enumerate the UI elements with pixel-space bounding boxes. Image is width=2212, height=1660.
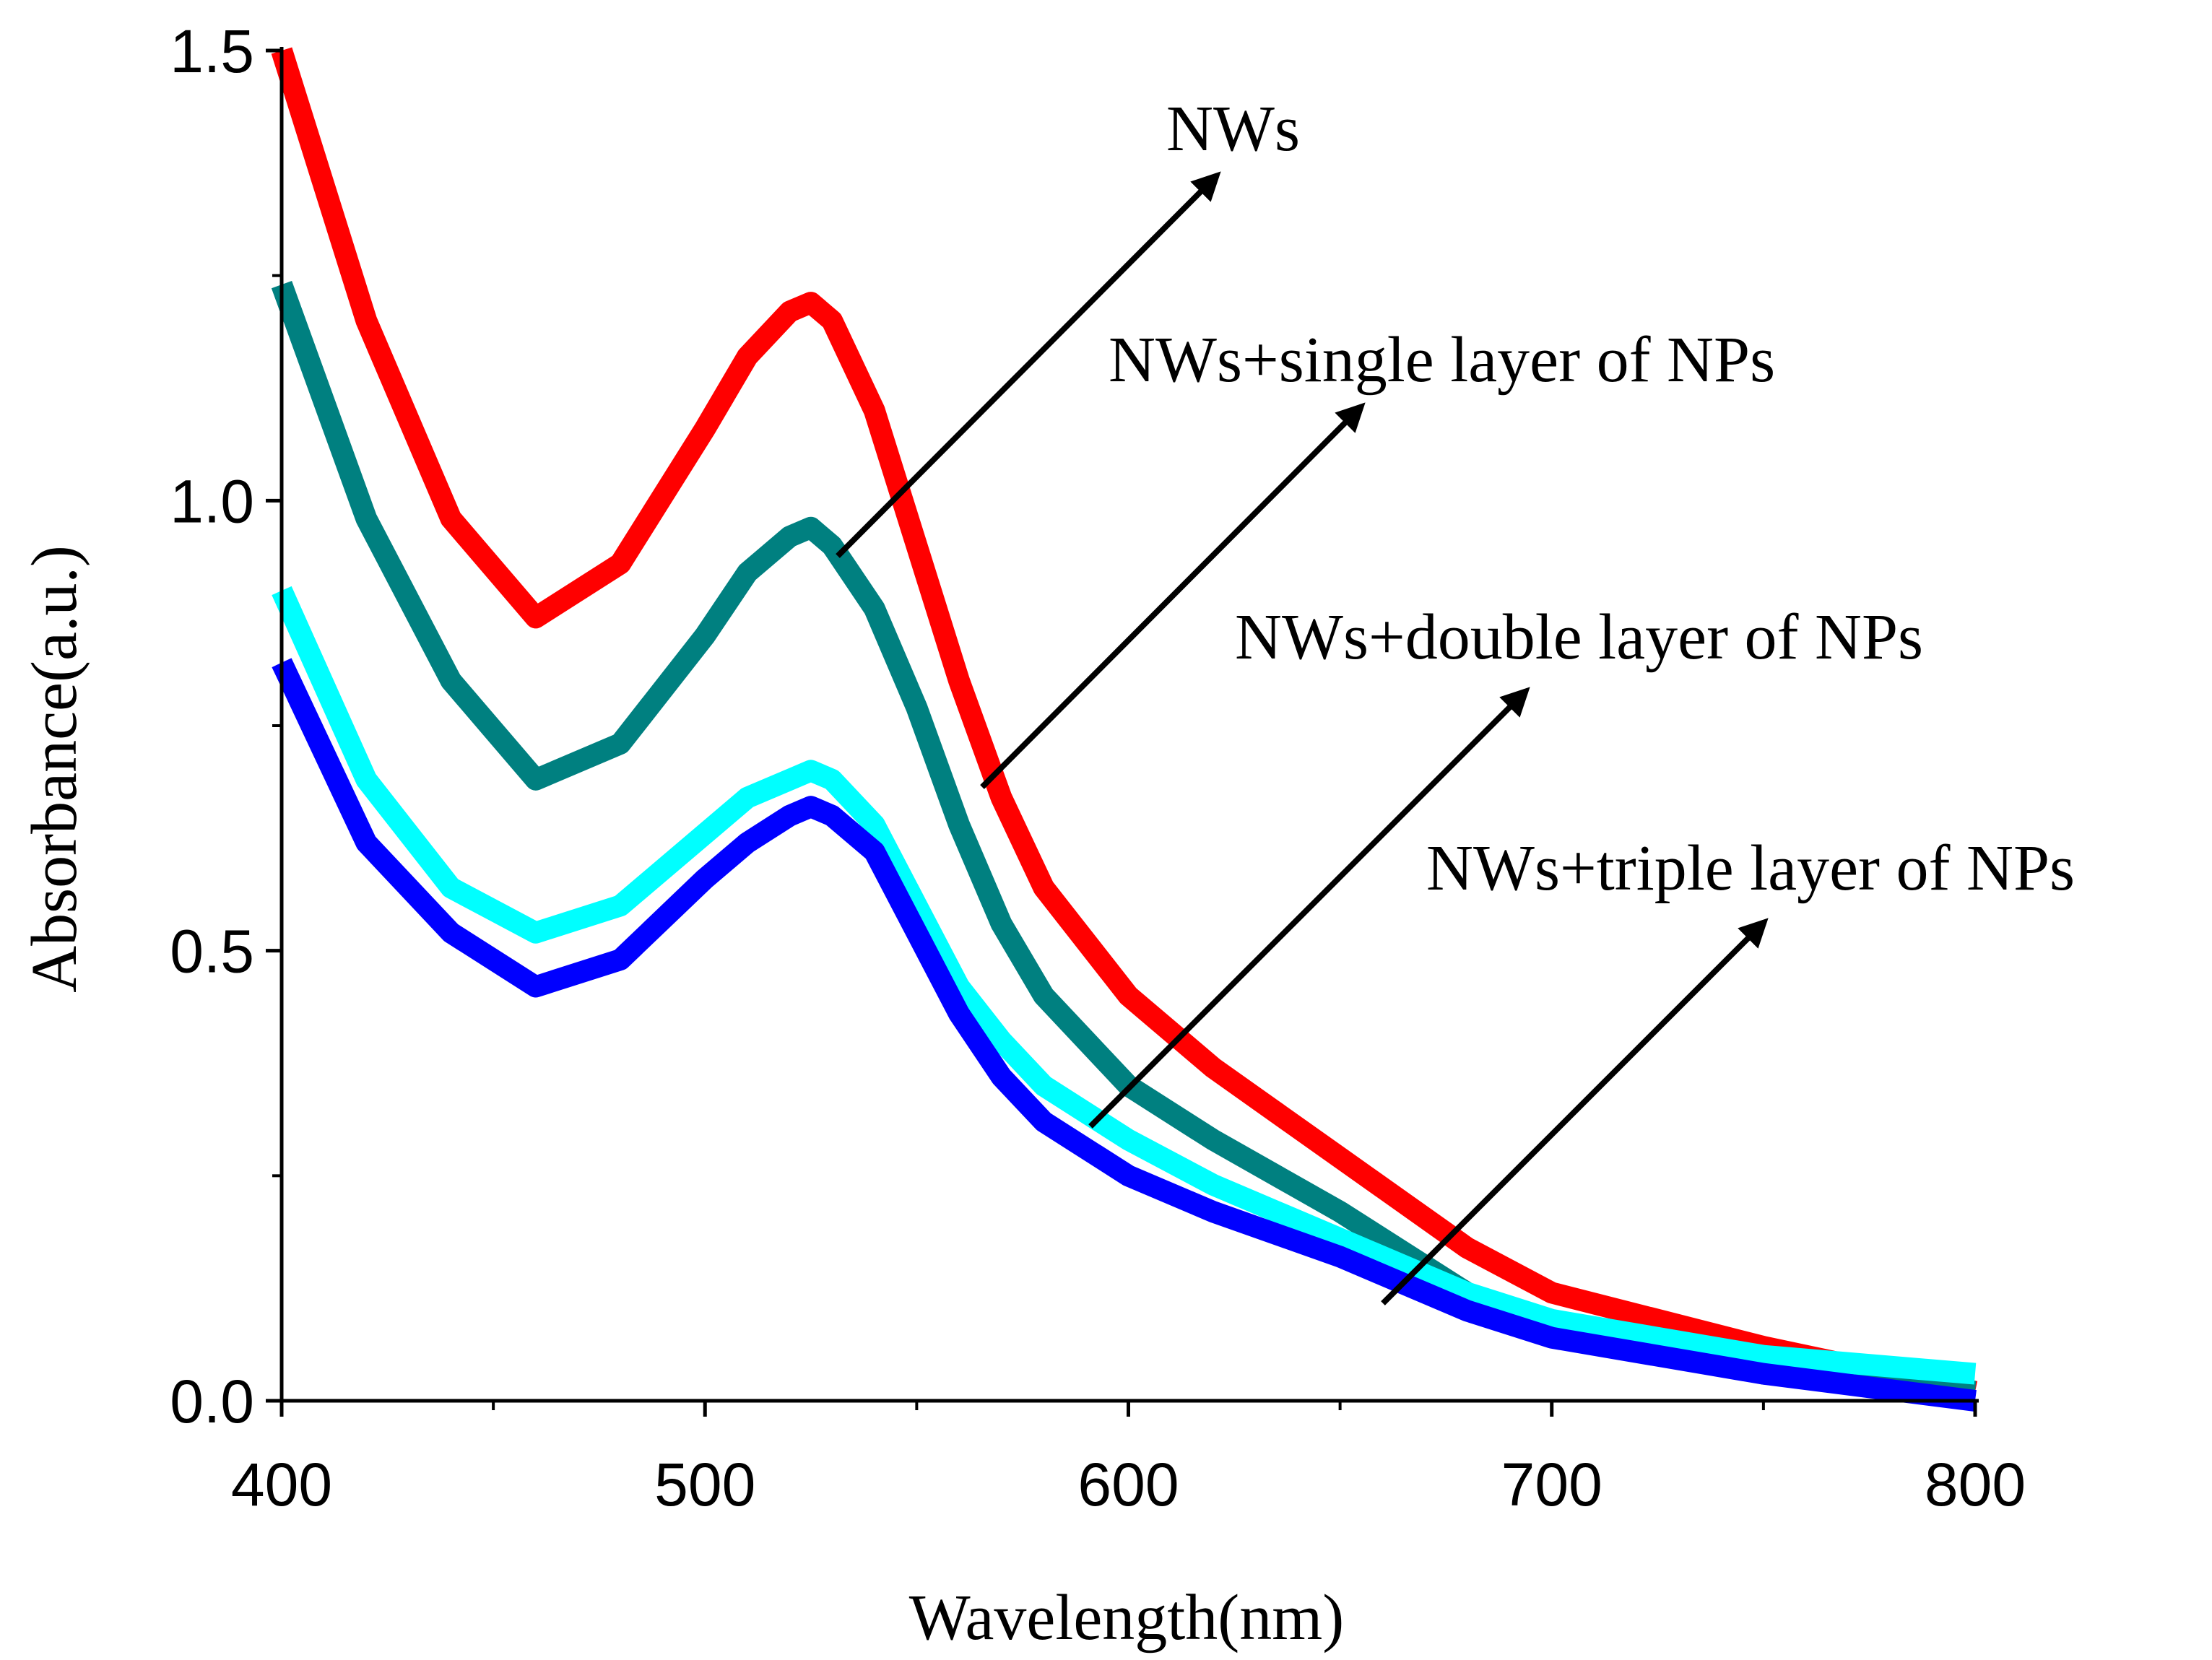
y-axis-title: Absorbance(a.u.): [19, 545, 90, 993]
y-tick-label: 0.0: [170, 1368, 254, 1435]
x-tick-label: 500: [654, 1451, 755, 1518]
series-line-2: [271, 280, 1977, 1403]
y-tick-label: 1.0: [170, 467, 254, 535]
arrow-nws: [836, 171, 1221, 558]
label-triple-layer: NWs+triple layer of NPs: [1426, 833, 2075, 904]
y-tick-label: 0.5: [170, 918, 254, 986]
label-double-layer: NWs+double layer of NPs: [1235, 601, 1923, 673]
series-line-1: [271, 47, 1978, 1403]
label-nws: NWs: [1166, 93, 1300, 165]
x-tick-label: 400: [231, 1451, 332, 1518]
label-single-layer: NWs+single layer of NPs: [1109, 324, 1775, 396]
x-tick-label: 700: [1501, 1451, 1602, 1518]
y-tick-label: 1.5: [170, 17, 254, 85]
tick-layer: 400 500 600 700 800 0.0 0.5 1.0 1.5: [170, 17, 2026, 1518]
x-axis-title: Wavelength(nm): [909, 1582, 1345, 1654]
x-tick-label: 800: [1925, 1451, 2026, 1518]
x-tick-label: 600: [1077, 1451, 1179, 1518]
series-layer: [271, 47, 1978, 1412]
arrow-double-layer: [1088, 687, 1530, 1129]
arrow-triple-layer: [1381, 918, 1769, 1305]
arrow-single-layer: [980, 402, 1366, 789]
series-line-3: [272, 586, 1977, 1385]
